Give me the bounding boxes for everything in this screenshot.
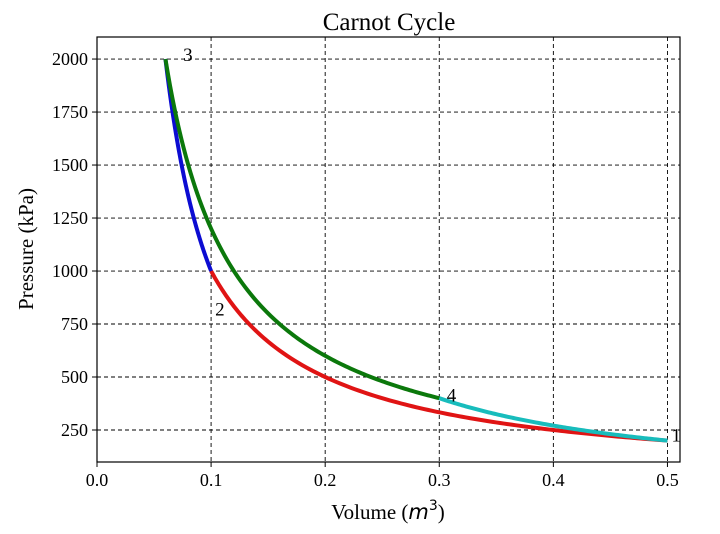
series-group bbox=[163, 58, 668, 443]
y-tick-label: 250 bbox=[61, 420, 88, 440]
y-tick-label: 1500 bbox=[52, 155, 88, 175]
x-axis-label-math: m bbox=[408, 500, 428, 524]
chart-title: Carnot Cycle bbox=[323, 9, 456, 36]
y-axis-label: Pressure (kPa) bbox=[14, 188, 38, 310]
y-tick-label: 750 bbox=[61, 314, 88, 334]
x-tick-label: 0.3 bbox=[428, 470, 451, 490]
y-tick-label: 1250 bbox=[52, 208, 88, 228]
x-axis-label-sup: 3 bbox=[429, 498, 438, 514]
series-line bbox=[209, 270, 668, 443]
y-tick-label: 1000 bbox=[52, 261, 88, 281]
x-tick-label: 0.5 bbox=[656, 470, 679, 490]
state-label: 1 bbox=[671, 426, 681, 447]
y-tick-label: 500 bbox=[61, 367, 88, 387]
x-ticks: 0.0 0.1 0.2 0.3 0.4 0.5 bbox=[86, 462, 679, 490]
y-tick-label: 1750 bbox=[52, 102, 88, 122]
state-label: 3 bbox=[183, 45, 193, 66]
x-axis-label-end: ) bbox=[438, 500, 445, 524]
series-line bbox=[438, 396, 668, 443]
x-tick-label: 0.2 bbox=[314, 470, 337, 490]
state-label: 4 bbox=[447, 385, 457, 406]
y-ticks: 250 500 750 1000 1250 1500 1750 2000 bbox=[52, 49, 97, 440]
x-axis-label: Volume (m3) bbox=[331, 498, 445, 524]
x-tick-label: 0.0 bbox=[86, 470, 109, 490]
plot-frame bbox=[96, 36, 681, 463]
state-label: 2 bbox=[215, 300, 225, 321]
series-line bbox=[163, 58, 213, 272]
x-tick-label: 0.4 bbox=[542, 470, 565, 490]
series-line bbox=[163, 58, 440, 401]
y-tick-label: 2000 bbox=[52, 49, 88, 69]
x-tick-label: 0.1 bbox=[200, 470, 223, 490]
annotations: 3 2 4 1 bbox=[183, 45, 681, 446]
x-axis-label-text: Volume ( bbox=[331, 500, 408, 524]
